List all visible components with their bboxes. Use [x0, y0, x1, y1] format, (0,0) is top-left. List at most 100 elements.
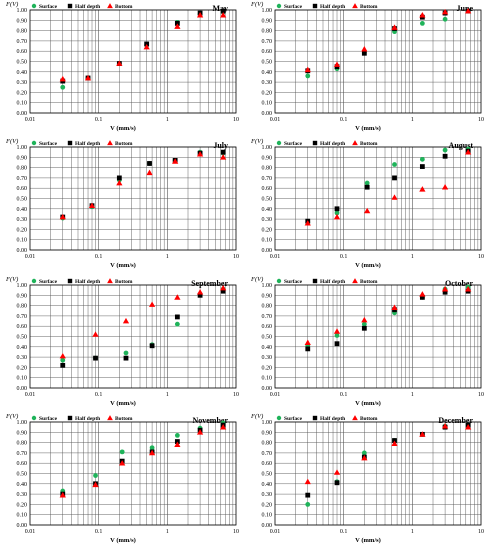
- y-tick-label: 0.50: [17, 197, 28, 203]
- data-point-triangle: [419, 12, 426, 18]
- data-point-triangle: [59, 492, 66, 498]
- data-point-square: [364, 184, 370, 190]
- x-axis-label: V (mm/s): [355, 537, 381, 544]
- y-tick-label: 0.20: [262, 365, 273, 371]
- y-tick-label: 0.90: [17, 155, 28, 161]
- legend-marker: [31, 415, 37, 421]
- x-tick-label: 1: [411, 117, 414, 123]
- data-point-square: [334, 341, 340, 347]
- x-tick-label: 10: [233, 117, 239, 123]
- y-axis-label: F(V): [5, 276, 18, 283]
- panel-june: 0.00 0.10 0.20 0.30 0.40 0.50 0.60 0.70 0.80 0.90…: [250, 1, 484, 132]
- data-point-triangle: [419, 186, 426, 192]
- legend-label: Surface: [39, 141, 58, 147]
- legend-marker: [107, 415, 113, 421]
- month-title: June: [457, 4, 474, 13]
- data-point-triangle: [59, 213, 66, 220]
- y-tick-label: 0.10: [17, 101, 28, 107]
- y-tick-label: 0.90: [262, 430, 273, 436]
- month-title: July: [213, 141, 228, 150]
- plot-frame: [29, 421, 237, 526]
- data-point-triangle: [196, 151, 204, 157]
- data-point-circle: [305, 502, 311, 507]
- y-tick-label: 0.80: [262, 304, 273, 310]
- data-point-circle: [149, 445, 155, 451]
- y-tick-label: 0.70: [17, 176, 28, 182]
- y-tick-label: 0.20: [262, 502, 273, 508]
- legend-label: Bottom: [115, 141, 133, 147]
- y-tick-label: 0.80: [262, 29, 273, 35]
- y-tick-label: 0.10: [262, 376, 273, 382]
- y-tick-label: 0.80: [17, 304, 28, 310]
- data-point-triangle: [419, 431, 426, 437]
- month-title: May: [212, 4, 228, 13]
- data-point-square: [361, 50, 367, 56]
- data-point-triangle: [84, 74, 92, 81]
- y-tick-label: 0.40: [17, 482, 28, 488]
- x-tick-label: 10: [478, 392, 484, 398]
- data-point-square: [174, 314, 180, 320]
- y-tick-label: 0.60: [17, 324, 28, 330]
- month-title: October: [445, 279, 473, 288]
- legend-label: Bottom: [115, 4, 133, 10]
- data-point-triangle: [143, 43, 150, 50]
- y-tick-label: 0.20: [17, 502, 28, 508]
- x-tick-label: 0.01: [270, 392, 281, 398]
- data-point-triangle: [304, 478, 311, 485]
- plot-frame: [29, 284, 237, 389]
- legend-marker: [312, 140, 318, 146]
- x-tick-label: 0.01: [270, 254, 281, 260]
- data-point-triangle: [419, 291, 426, 297]
- data-point-circle: [305, 73, 311, 79]
- legend-marker: [31, 278, 37, 284]
- legend-label: Surface: [284, 4, 303, 10]
- data-point-triangle: [174, 23, 181, 29]
- legend-label: Bottom: [360, 279, 378, 285]
- y-tick-label: 0.20: [17, 90, 28, 96]
- x-tick-label: 0.01: [270, 529, 281, 535]
- legend-label: Half depth: [320, 279, 345, 285]
- data-point-triangle: [59, 352, 66, 359]
- data-point-circle: [334, 333, 340, 338]
- x-tick-label: 0.1: [340, 529, 348, 535]
- y-tick-label: 0.40: [262, 345, 273, 351]
- data-point-circle: [361, 450, 367, 456]
- plot-frame: [274, 421, 482, 526]
- legend-label: Bottom: [360, 416, 378, 422]
- legend-marker: [276, 415, 282, 421]
- y-tick-label: 0.10: [17, 513, 28, 519]
- data-point-square: [392, 175, 397, 181]
- month-title: September: [191, 279, 228, 288]
- y-tick-label: 0.20: [262, 227, 273, 233]
- legend-marker: [352, 278, 358, 284]
- y-axis-label: F(V): [5, 1, 18, 8]
- data-point-triangle: [196, 12, 204, 18]
- x-tick-label: 0.01: [25, 117, 36, 123]
- data-point-circle: [334, 210, 340, 216]
- data-point-circle: [364, 180, 370, 186]
- data-point-circle: [60, 84, 66, 90]
- data-point-circle: [442, 16, 448, 22]
- data-point-triangle: [148, 301, 156, 307]
- y-tick-label: 0.70: [262, 451, 273, 457]
- data-point-triangle: [361, 316, 368, 323]
- y-tick-label: 1.00: [17, 420, 28, 426]
- month-title: November: [192, 416, 228, 425]
- x-axis-label: V (mm/s): [110, 400, 136, 407]
- legend-label: Surface: [284, 279, 303, 285]
- legend-label: Half depth: [320, 4, 345, 10]
- y-tick-label: 0.00: [262, 523, 273, 529]
- x-tick-label: 10: [233, 392, 239, 398]
- data-point-circle: [60, 357, 66, 363]
- y-tick-label: 0.40: [17, 207, 28, 213]
- legend-marker: [276, 3, 282, 9]
- data-point-triangle: [391, 194, 398, 200]
- y-tick-label: 0.70: [17, 314, 28, 320]
- data-point-triangle: [146, 169, 153, 176]
- plot-frame: [29, 146, 237, 251]
- legend-marker: [31, 140, 37, 146]
- legend-marker: [276, 278, 282, 284]
- y-tick-label: 0.70: [262, 314, 273, 320]
- y-tick-label: 0.10: [262, 238, 273, 244]
- y-tick-label: 0.10: [17, 376, 28, 382]
